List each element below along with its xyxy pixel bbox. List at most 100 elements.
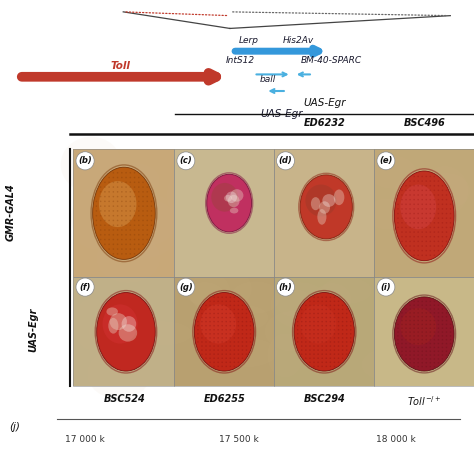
Circle shape [413, 350, 415, 352]
Circle shape [418, 185, 419, 186]
Circle shape [421, 339, 423, 340]
Circle shape [134, 234, 136, 236]
Circle shape [201, 337, 203, 339]
Circle shape [426, 245, 427, 247]
Circle shape [337, 313, 339, 314]
Circle shape [197, 321, 199, 322]
Circle shape [242, 305, 243, 306]
Circle shape [337, 349, 339, 351]
Circle shape [305, 309, 307, 310]
Circle shape [434, 350, 435, 352]
Circle shape [213, 305, 215, 306]
Circle shape [197, 341, 199, 343]
Circle shape [438, 346, 439, 348]
Circle shape [209, 349, 211, 351]
Text: BSC496: BSC496 [403, 118, 445, 128]
Circle shape [429, 346, 431, 348]
Circle shape [76, 278, 94, 296]
Circle shape [426, 236, 427, 237]
Circle shape [109, 182, 110, 183]
Bar [174, 277, 274, 386]
Circle shape [426, 218, 427, 219]
Ellipse shape [107, 308, 118, 316]
Circle shape [334, 353, 335, 355]
Circle shape [429, 339, 431, 340]
Circle shape [218, 309, 219, 310]
Circle shape [129, 177, 131, 178]
Circle shape [334, 365, 335, 367]
Circle shape [438, 250, 439, 251]
Circle shape [138, 239, 139, 240]
Circle shape [313, 301, 315, 302]
Circle shape [201, 349, 203, 351]
Circle shape [418, 343, 419, 345]
Circle shape [197, 333, 199, 335]
Circle shape [421, 194, 423, 196]
Circle shape [121, 239, 123, 240]
Circle shape [218, 321, 219, 322]
Circle shape [201, 341, 203, 343]
Circle shape [112, 215, 114, 217]
Circle shape [109, 177, 110, 178]
Circle shape [429, 208, 431, 210]
Circle shape [317, 329, 319, 330]
Circle shape [409, 343, 411, 345]
Circle shape [409, 316, 411, 318]
Circle shape [337, 362, 339, 363]
Circle shape [226, 337, 227, 339]
Circle shape [438, 222, 439, 224]
Circle shape [218, 305, 219, 306]
Circle shape [151, 205, 152, 207]
Circle shape [438, 199, 439, 201]
Circle shape [134, 229, 136, 231]
Circle shape [121, 224, 123, 226]
Circle shape [237, 345, 239, 347]
Circle shape [104, 205, 106, 207]
Circle shape [337, 305, 339, 306]
Circle shape [409, 241, 411, 242]
Circle shape [146, 229, 148, 231]
Circle shape [121, 182, 123, 183]
Circle shape [337, 325, 339, 327]
Circle shape [405, 335, 407, 337]
Circle shape [342, 321, 343, 322]
Circle shape [334, 362, 335, 363]
Circle shape [201, 333, 203, 335]
Circle shape [305, 321, 307, 322]
Circle shape [112, 219, 114, 221]
Circle shape [134, 239, 136, 240]
Circle shape [401, 236, 403, 237]
Circle shape [309, 309, 311, 310]
Circle shape [305, 305, 307, 306]
Circle shape [421, 354, 423, 356]
Circle shape [117, 234, 118, 236]
Circle shape [434, 346, 435, 348]
Ellipse shape [256, 234, 315, 277]
Circle shape [226, 317, 227, 319]
Circle shape [109, 210, 110, 212]
Circle shape [401, 350, 403, 352]
Circle shape [421, 185, 423, 186]
Circle shape [413, 250, 415, 251]
Circle shape [250, 337, 251, 339]
Ellipse shape [422, 173, 470, 209]
Circle shape [321, 349, 323, 351]
Circle shape [146, 196, 148, 197]
Circle shape [234, 321, 235, 322]
Circle shape [342, 305, 343, 306]
Circle shape [421, 343, 423, 345]
Circle shape [446, 354, 447, 356]
Ellipse shape [97, 233, 160, 283]
Circle shape [242, 321, 243, 322]
Circle shape [426, 194, 427, 196]
Circle shape [326, 333, 327, 335]
Circle shape [226, 329, 227, 330]
Circle shape [134, 186, 136, 188]
Circle shape [321, 357, 323, 359]
Circle shape [446, 194, 447, 196]
Circle shape [377, 152, 395, 170]
Circle shape [418, 236, 419, 237]
Circle shape [134, 219, 136, 221]
Circle shape [334, 341, 335, 343]
Circle shape [151, 219, 152, 221]
